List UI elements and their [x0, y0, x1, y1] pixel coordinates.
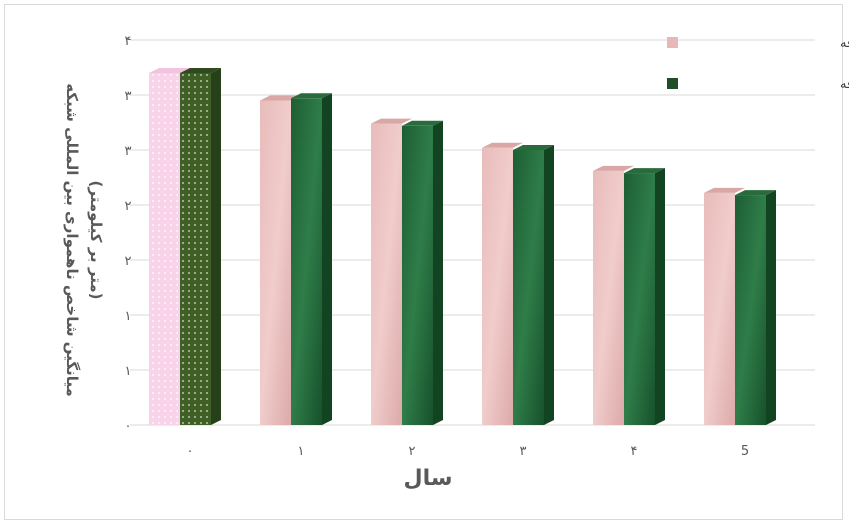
- bar-front: [260, 100, 291, 425]
- y-tick-label: ۰: [125, 419, 132, 434]
- bar-side: [211, 68, 221, 425]
- bar-top: [593, 165, 634, 171]
- x-axis-ticks: ۰ ۱ ۲ ۳ ۴ 5: [187, 444, 750, 459]
- bar-top: [180, 68, 221, 73]
- bar-top: [624, 168, 665, 174]
- y-tick-label: ۲: [125, 254, 132, 269]
- bar-front: [704, 192, 735, 425]
- x-tick-label: ۲: [409, 444, 416, 459]
- bar-single-0: [180, 68, 221, 425]
- bar-multi-2: [371, 118, 412, 425]
- legend-swatch-single: [667, 78, 678, 89]
- bar-side: [322, 93, 332, 426]
- x-tick-label: ۱: [298, 444, 305, 459]
- y-tick-label: ۳: [125, 144, 132, 159]
- bar-side: [655, 168, 665, 425]
- bar-top: [371, 118, 412, 124]
- legend-label-single: بهینه سازی تک هدفه: [840, 77, 849, 92]
- bar-top: [402, 120, 443, 126]
- bar-multi-5: [704, 187, 745, 425]
- bar-top: [291, 93, 332, 99]
- y-axis-ticks: ۰ ۱ ۱ ۲ ۲ ۳ ۳ ۴: [125, 34, 132, 434]
- bar-front: [402, 125, 433, 426]
- x-axis-title: سال: [404, 466, 453, 491]
- legend: بهینه سازی چند هدفه بهینه سازی تک هدفه: [667, 36, 849, 92]
- bar-top: [260, 95, 301, 101]
- bar-front: [513, 150, 544, 425]
- bar-front: [371, 123, 402, 425]
- bar-single-3: [513, 145, 554, 425]
- bar-top: [513, 145, 554, 150]
- y-tick-label: ۲: [125, 199, 132, 214]
- legend-swatch-multi: [667, 37, 678, 48]
- bar-front: [482, 147, 513, 426]
- bar-front: [735, 195, 766, 425]
- bar-single-4: [624, 168, 665, 425]
- bars: [149, 68, 776, 426]
- bar-side: [433, 120, 443, 426]
- bar-single-5: [735, 190, 776, 425]
- bar-top: [704, 187, 745, 193]
- bar-multi-0: [149, 68, 190, 425]
- bar-multi-3: [482, 142, 523, 426]
- bar-top: [149, 68, 190, 73]
- y-tick-label: ۱: [125, 309, 132, 324]
- y-tick-label: ۴: [125, 34, 132, 49]
- bar-front: [291, 98, 322, 426]
- x-tick-label: 5: [741, 444, 749, 459]
- bar-single-1: [291, 93, 332, 426]
- bar-front: [624, 173, 655, 425]
- legend-label-multi: بهینه سازی چند هدفه: [840, 36, 849, 51]
- bar-multi-4: [593, 165, 634, 425]
- x-tick-label: ۳: [520, 444, 527, 459]
- y-axis-title: میانگین شاخص ناهمواری بین المللی شبکه (م…: [63, 83, 105, 397]
- x-tick-label: ۰: [187, 444, 194, 459]
- y-tick-label: ۳: [125, 89, 132, 104]
- bar-side: [766, 190, 776, 425]
- y-axis-title-line1: میانگین شاخص ناهمواری بین المللی شبکه: [63, 83, 81, 397]
- bar-multi-1: [260, 95, 301, 425]
- bar-front: [593, 170, 624, 425]
- chart-frame: [4, 4, 843, 520]
- bar-single-2: [402, 120, 443, 426]
- bar-top: [735, 190, 776, 196]
- y-tick-label: ۱: [125, 364, 132, 379]
- gridlines: [130, 39, 815, 426]
- y-axis-title-line2: (متر بر کیلومتر): [87, 181, 105, 300]
- x-tick-label: ۴: [631, 444, 638, 459]
- bar-front: [149, 73, 180, 425]
- bar-side: [544, 145, 554, 425]
- bar-top: [482, 142, 523, 148]
- bar-front: [180, 73, 211, 425]
